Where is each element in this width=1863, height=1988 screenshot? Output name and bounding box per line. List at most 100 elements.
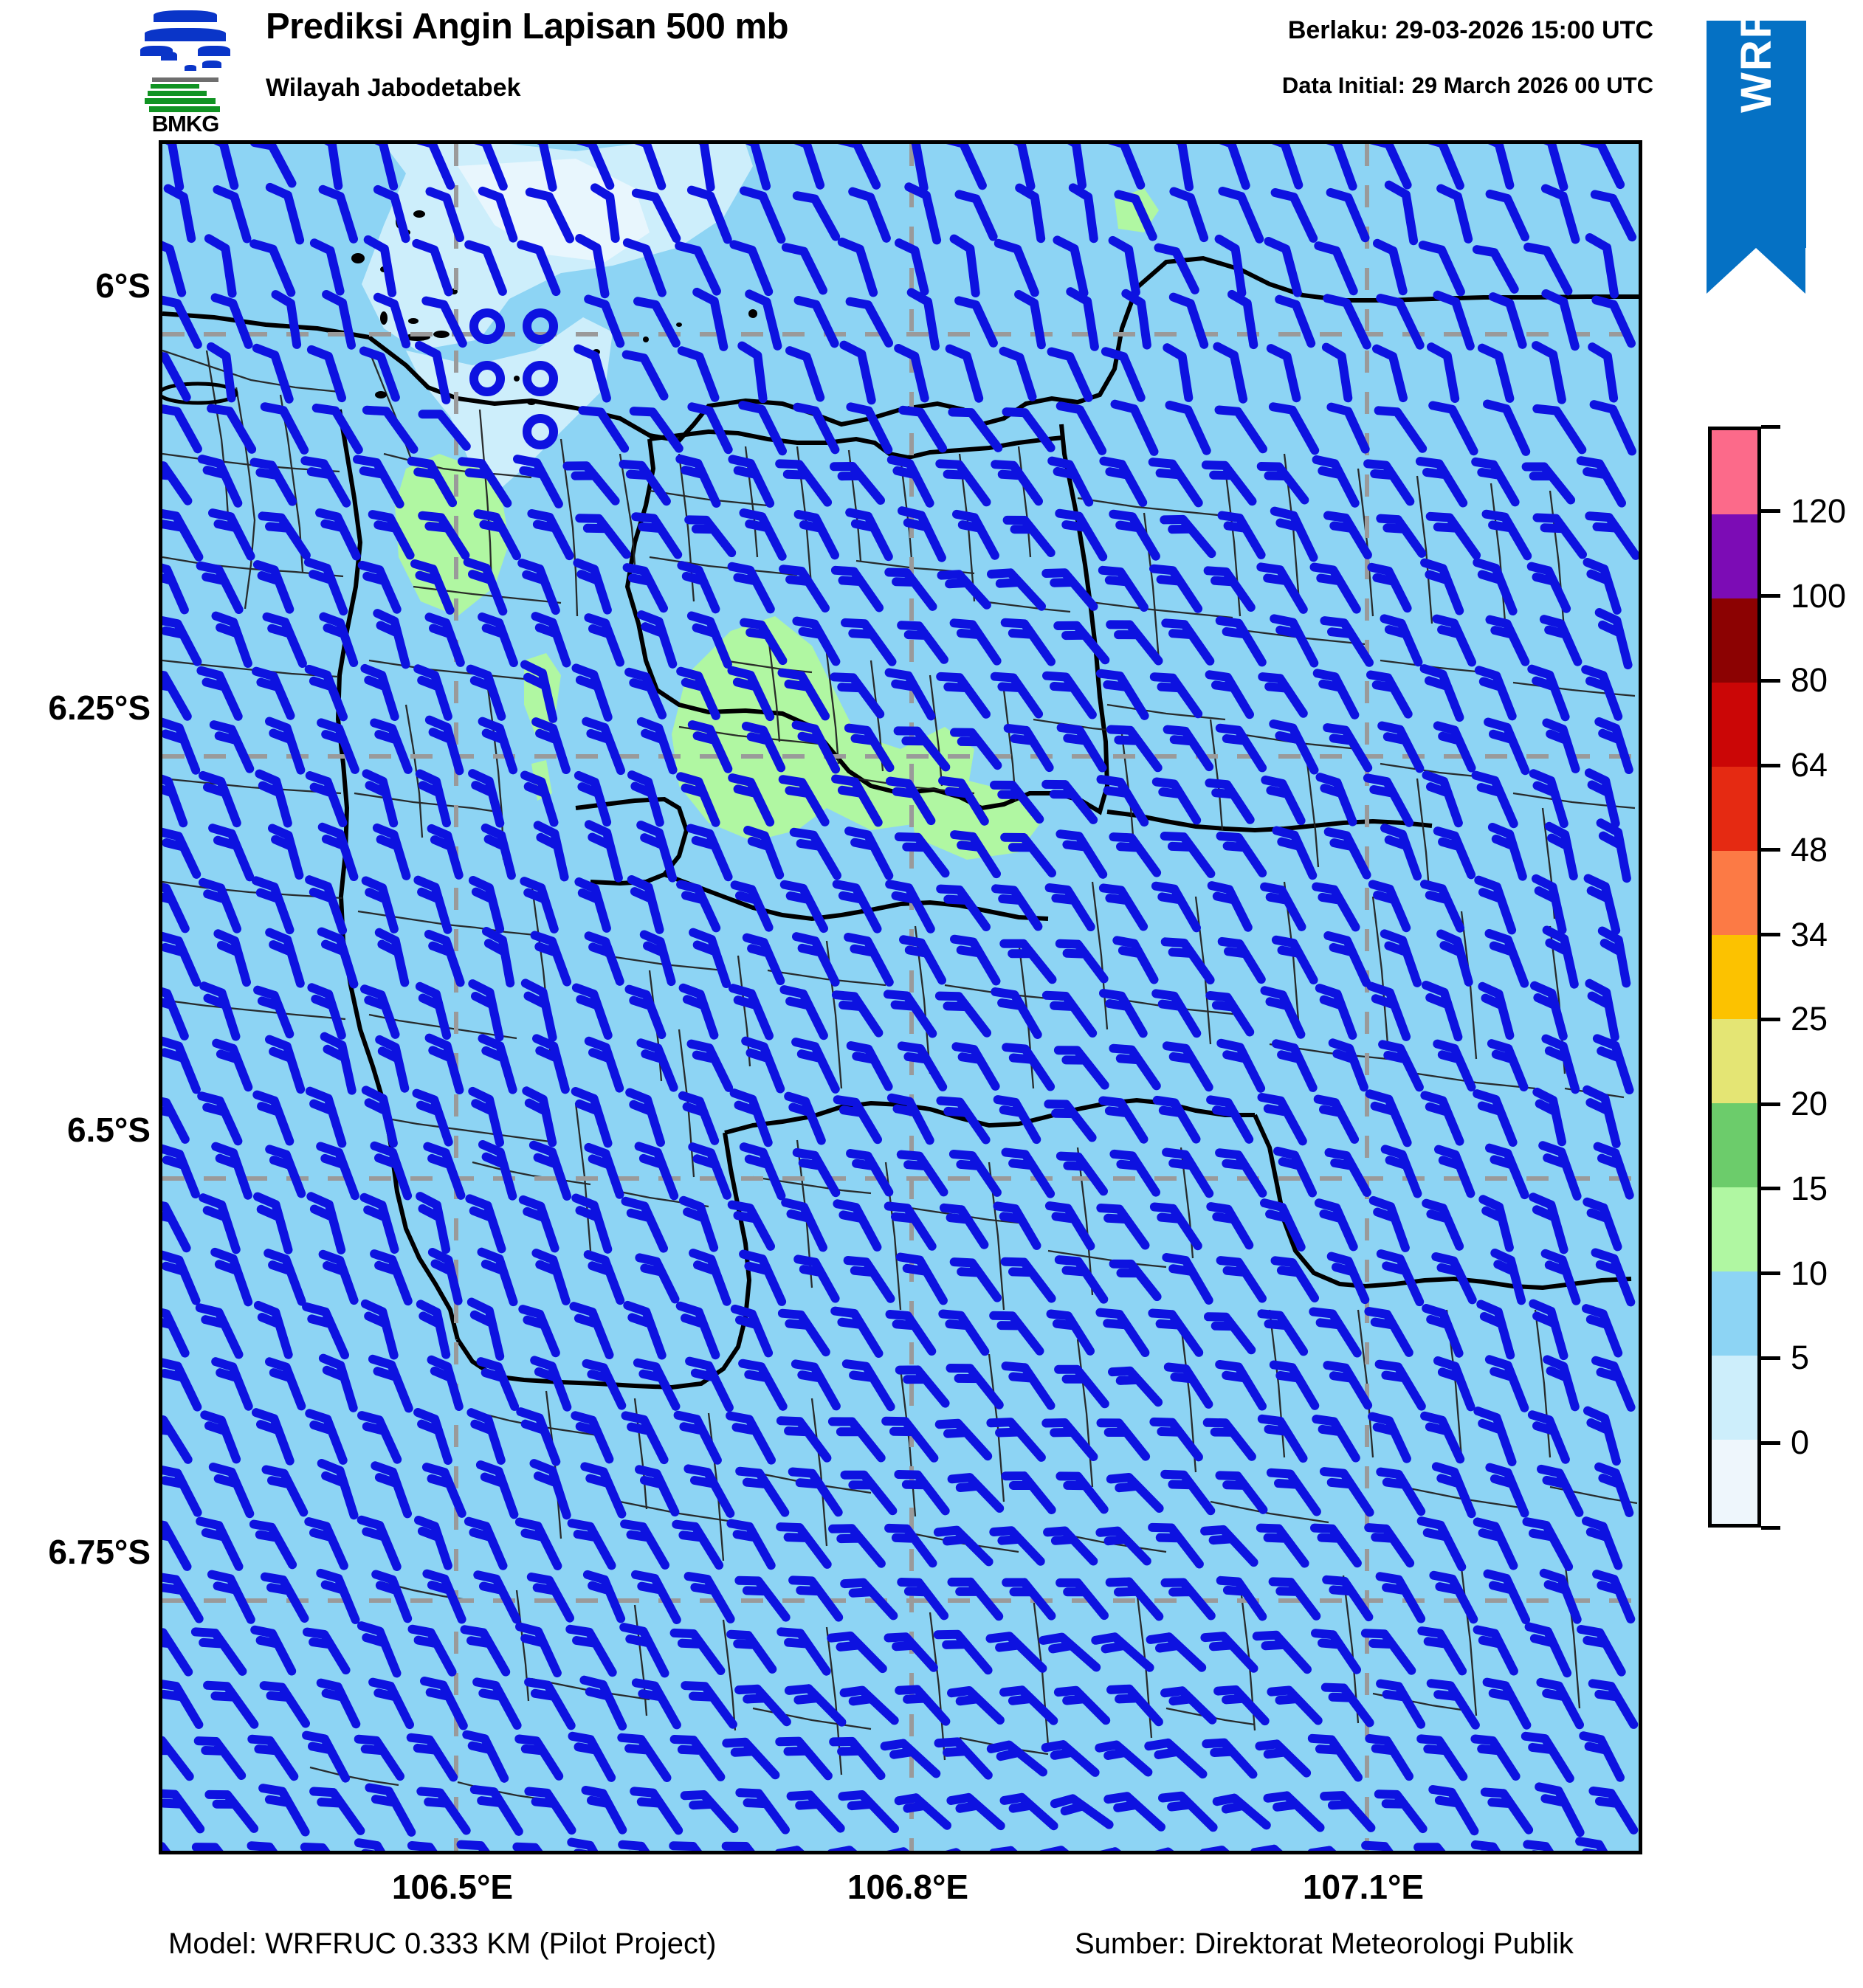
wind-map[interactable] xyxy=(159,140,1642,1854)
wind-barb xyxy=(473,509,521,561)
wind-barb xyxy=(848,187,891,243)
wind-barb xyxy=(531,612,571,668)
wind-barb xyxy=(190,1627,247,1676)
wind-barb xyxy=(1429,1570,1478,1624)
wind-barb xyxy=(827,1631,887,1674)
wind-barb xyxy=(1217,936,1266,984)
wind-barb xyxy=(476,1357,520,1411)
wind-barb xyxy=(1202,1738,1258,1779)
colorbar-tick-label-10: 10 xyxy=(1791,1254,1828,1292)
wind-barb xyxy=(1257,1414,1308,1463)
colorbar-band-5 xyxy=(1712,1019,1757,1103)
wind-barb xyxy=(302,1302,349,1360)
wind-barb xyxy=(745,289,782,351)
wind-barb xyxy=(162,1250,201,1305)
wind-barb xyxy=(208,824,255,882)
wind-barb xyxy=(1149,1202,1202,1251)
admin-boundary-thick-9 xyxy=(663,872,1049,922)
wind-barb xyxy=(1266,344,1301,403)
wind-barb xyxy=(1044,883,1095,931)
wind-barb xyxy=(1215,1148,1267,1198)
wind-barb xyxy=(1322,1575,1374,1622)
wind-barb xyxy=(252,343,294,404)
wind-barb xyxy=(678,1091,720,1145)
wind-barb xyxy=(687,402,733,455)
wind-barb xyxy=(884,1201,937,1251)
calm-wind-markers xyxy=(469,308,558,449)
wind-barb xyxy=(881,1416,939,1463)
wind-barb xyxy=(793,510,839,560)
wind-barb xyxy=(162,404,202,454)
wind-barb xyxy=(584,613,624,667)
wind-barb xyxy=(213,144,239,190)
wind-barb xyxy=(468,769,505,828)
wind-barb xyxy=(1417,1626,1467,1676)
wind-barb xyxy=(162,1680,204,1729)
wind-barb xyxy=(1207,881,1253,932)
wind-barb xyxy=(1044,1201,1095,1251)
wind-barb xyxy=(678,983,719,1040)
wind-barb xyxy=(1422,1198,1464,1251)
wind-barb xyxy=(1000,832,1056,877)
wind-barb xyxy=(721,1841,755,1851)
wind-barb xyxy=(1521,1731,1574,1783)
wind-barb xyxy=(793,1254,840,1303)
page-subtitle: Wilayah Jabodetabek xyxy=(266,74,521,102)
wind-barb xyxy=(999,939,1057,984)
wind-barb xyxy=(1109,1259,1162,1302)
wind-barb xyxy=(1161,618,1215,666)
wind-barb xyxy=(738,1359,788,1411)
wind-barb xyxy=(469,1785,523,1836)
ribbon-label: WRF RUC xyxy=(1732,0,1780,113)
wind-barb-field xyxy=(162,144,1639,1851)
wind-barb xyxy=(1484,1355,1529,1412)
wind-barb xyxy=(1585,511,1639,560)
wind-barb xyxy=(985,1632,1047,1673)
wind-barb xyxy=(625,1088,665,1147)
wind-barb xyxy=(520,877,559,933)
wind-barb xyxy=(1471,457,1520,507)
wind-barb xyxy=(162,351,191,402)
wind-barb xyxy=(618,1840,650,1851)
wind-barb xyxy=(258,511,311,560)
wind-barb xyxy=(636,610,678,669)
wind-barb xyxy=(627,875,664,934)
wind-barb xyxy=(424,1033,464,1094)
colorbar-band-4 xyxy=(1712,1103,1757,1187)
wind-barb xyxy=(1106,620,1163,666)
wind-barb xyxy=(686,824,733,882)
wind-barb xyxy=(1148,458,1203,508)
wind-barb xyxy=(1591,295,1636,348)
colorbar-band-1 xyxy=(1712,1356,1757,1440)
wind-barb xyxy=(199,981,241,1041)
wind-barb xyxy=(514,1517,562,1570)
wind-barb xyxy=(1168,292,1209,349)
wind-barb xyxy=(410,559,455,615)
wind-barb xyxy=(1200,1525,1258,1567)
wind-barb xyxy=(633,1358,681,1411)
wind-barb xyxy=(1095,1526,1151,1566)
wind-barb xyxy=(1110,399,1159,456)
wind-barb xyxy=(788,1467,843,1517)
wind-barb xyxy=(424,612,465,667)
wind-barb xyxy=(1121,289,1151,350)
wind-barb xyxy=(1588,342,1619,403)
wind-barb xyxy=(414,1516,452,1570)
wind-barb xyxy=(950,728,1002,770)
map-canvas-svg xyxy=(162,144,1639,1851)
wind-barb xyxy=(1270,614,1319,668)
wind-barb xyxy=(516,1407,561,1466)
wind-barb xyxy=(636,1038,678,1092)
wind-barb xyxy=(584,1036,624,1093)
wind-barb xyxy=(582,1359,627,1410)
islands xyxy=(162,382,238,405)
colorbar-tick-25 xyxy=(1761,1017,1780,1021)
colorbar-band-7 xyxy=(1712,851,1757,935)
wind-barb xyxy=(317,927,359,989)
wind-barb xyxy=(253,985,295,1039)
wind-barb xyxy=(478,1140,517,1201)
wind-barb xyxy=(1471,770,1518,829)
wind-barb xyxy=(1380,929,1422,987)
wind-barb xyxy=(162,563,189,615)
wind-barb xyxy=(681,1681,737,1729)
